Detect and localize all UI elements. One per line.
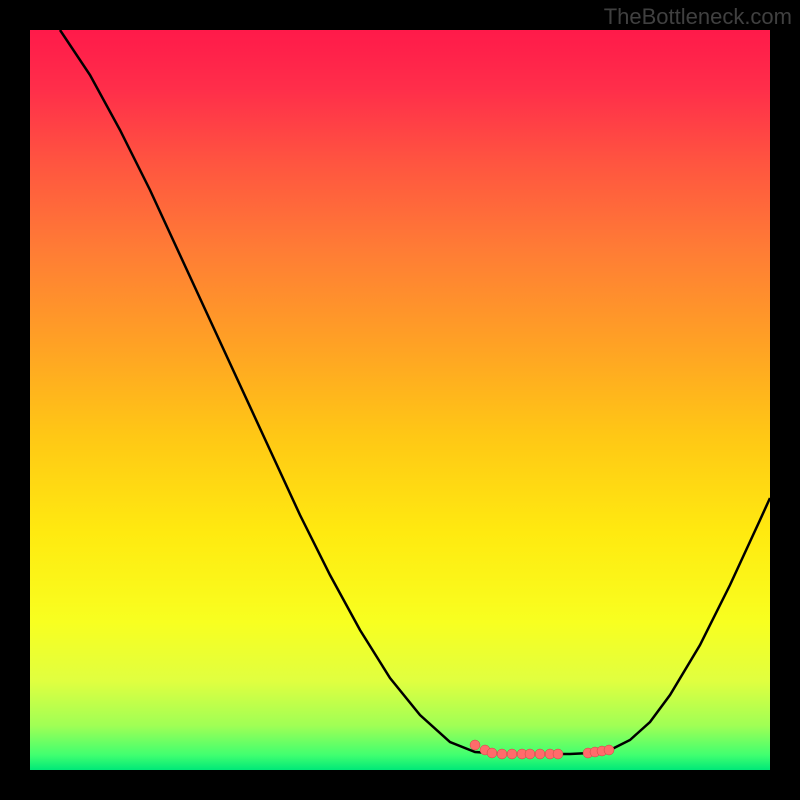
watermark-text: TheBottleneck.com — [604, 4, 792, 30]
bottleneck-curve — [60, 30, 770, 754]
data-marker — [487, 748, 497, 758]
data-marker — [553, 749, 563, 759]
data-marker — [535, 749, 545, 759]
curve-layer — [30, 30, 770, 770]
data-marker — [497, 749, 507, 759]
marker-group — [470, 740, 614, 759]
data-marker — [507, 749, 517, 759]
data-marker — [604, 745, 614, 755]
data-marker — [470, 740, 480, 750]
data-marker — [525, 749, 535, 759]
plot-area — [30, 30, 770, 770]
